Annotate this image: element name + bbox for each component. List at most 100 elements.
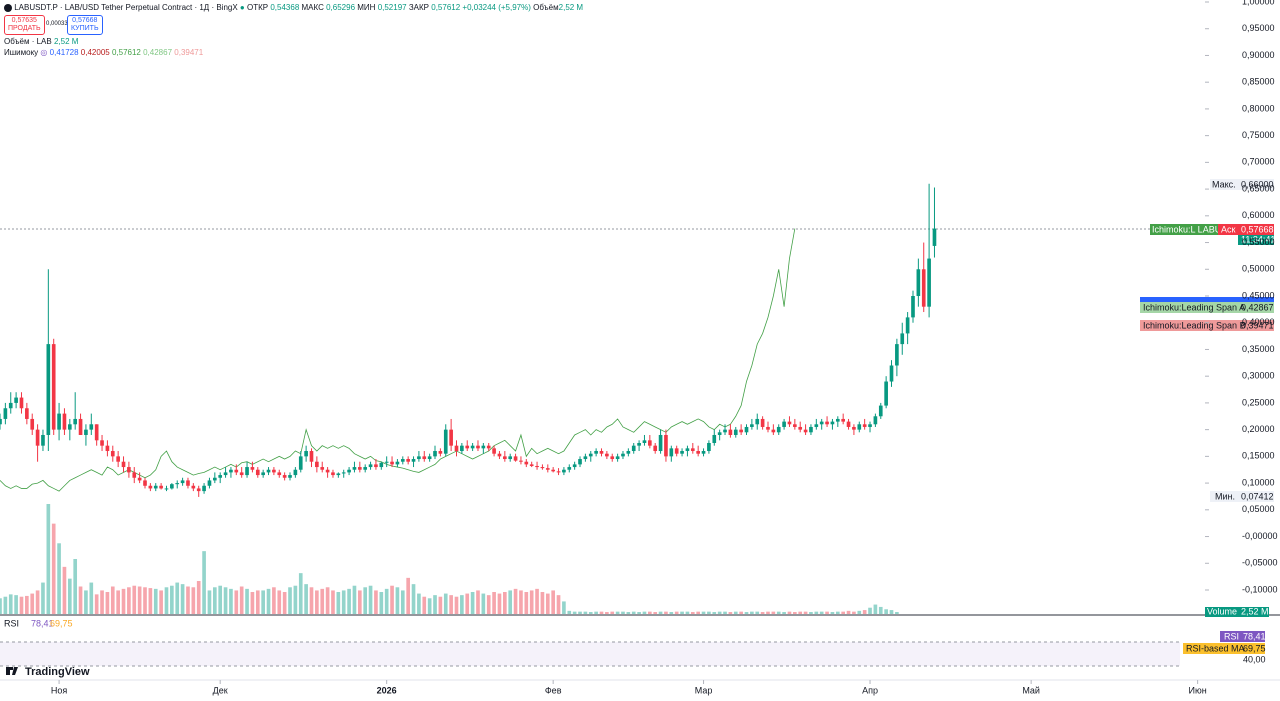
volume-bar [508,590,513,614]
y-tick-label: 0,75000 [1242,130,1275,140]
candle-body [449,429,453,446]
volume-bar [551,590,555,614]
volume-bar [690,612,695,614]
rsi-badge-label: RSI [1224,631,1239,641]
candle-body [116,456,120,462]
candle-body [400,459,405,462]
candle-body [674,448,679,454]
volume-bar [572,611,577,614]
candle-body [798,426,803,430]
candle-body [819,421,824,425]
candle-body [835,418,840,422]
volume-bar [433,595,437,614]
volume-bar [357,590,362,614]
y-tick-label: 0,95000 [1242,23,1275,33]
sell-label: ПРОДАТЬ [8,25,41,32]
volume-bar [707,611,711,614]
volume-bar [626,612,631,614]
volume-bar [787,611,792,614]
x-tick-label: Май [1022,685,1040,695]
candle-body [261,472,265,476]
candle-body [696,451,700,454]
volume-value: 2,52 M [558,3,584,12]
candle-body [793,424,797,427]
volume-bar [497,593,502,614]
volume-bar [400,590,405,614]
candle-body [202,485,206,492]
candle-body [626,451,631,454]
candle-body [669,448,674,457]
candle-body [250,467,255,470]
candle-body [19,397,24,409]
volume-bar [728,612,733,614]
candle-body [744,426,749,433]
volume-bar [116,590,120,614]
volume-bar [610,611,615,614]
candle-body [610,456,615,460]
ohlc-label: МАКС [301,3,324,12]
volume-bar [336,592,341,614]
candle-body [642,440,647,443]
candle-body [331,472,335,476]
volume-bar [196,581,201,614]
candle-body [846,421,851,427]
y-tick-label: 0,50000 [1242,264,1275,274]
volume-bar [503,592,507,614]
x-tick-label: Дек [213,685,228,695]
volume-bar [760,612,765,614]
volume-bar [529,590,534,614]
max-label: Макс. [1212,179,1236,189]
change: +0,03244 (+5,97%) [462,3,531,12]
volume-bar [78,586,83,614]
candle-body [776,426,781,433]
candle-body [900,333,905,345]
span-b-value: 0,39471 [1241,320,1274,330]
candle-body [895,344,899,366]
volume-bar [680,611,684,614]
volume-bar [605,612,609,614]
volume-bar [331,590,335,614]
volume-badge [1205,607,1269,617]
volume-bar [84,590,88,614]
y-tick-label: 0,20000 [1242,424,1275,434]
volume-bar [631,611,636,614]
candle-body [255,469,260,476]
candle-body [508,456,513,460]
candle-body [803,429,808,433]
candle-body [911,296,915,318]
ask-value: 0,57668 [1241,224,1274,234]
candle-body [212,477,217,481]
volume-bar [175,582,180,614]
candle-body [277,472,282,476]
volume-legend-value: 2,52 M [53,37,79,46]
volume-bar [234,590,239,614]
candle-body [814,424,819,427]
volume-bar [25,595,29,614]
volume-bar [3,596,8,614]
candle-body [739,429,743,433]
volume-bar [41,582,45,614]
candle-body [572,464,577,468]
volume-bar [143,587,147,614]
volume-bar [895,612,899,614]
candle-body [229,469,233,473]
volume-legend: Объём · LAB 2,52 M [4,37,78,46]
rsi-badge [1220,631,1265,642]
volume-bar [374,590,378,614]
candle-body [411,459,416,462]
volume-bar [841,611,846,614]
candle-body [583,456,588,460]
volume-bar [191,587,196,614]
y-tick-label: 0,85000 [1242,77,1275,87]
rsi-ma: 69,75 [50,618,73,628]
candle-body [132,472,137,478]
candle-body [433,451,437,457]
volume-bar [422,596,427,614]
volume-bar [304,584,308,614]
buy-button[interactable]: 0,57668 КУПИТЬ [67,15,103,35]
candle-body [293,469,298,476]
volume-bar [465,593,470,614]
span-a-value: 0,42867 [1241,302,1274,312]
sell-button[interactable]: 0,57635 ПРОДАТЬ [4,15,45,35]
volume-bar [476,590,480,614]
